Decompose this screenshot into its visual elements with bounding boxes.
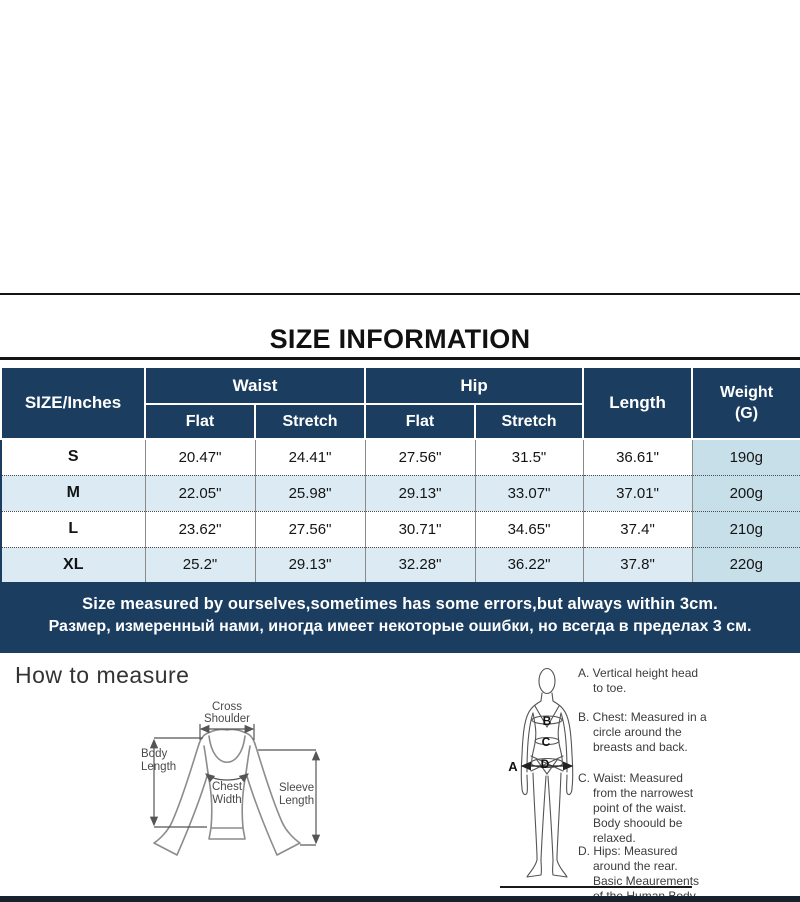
- how-to-measure-heading: How to measure: [15, 662, 190, 688]
- cell-hip-stretch: 36.22": [474, 546, 584, 583]
- label-sleeve-length-line1: Sleeve: [279, 782, 314, 794]
- header-waist: Waist: [144, 366, 366, 405]
- measure-note-c: C. Waist: Measured from the narrowest po…: [578, 771, 694, 845]
- cell-waist-flat: 22.05": [144, 474, 255, 511]
- figure-letter-a: A: [508, 759, 518, 774]
- header-waist-flat: Flat: [144, 403, 256, 440]
- header-waist-stretch: Stretch: [254, 403, 366, 440]
- header-hip: Hip: [363, 366, 585, 405]
- shirt-outline: [153, 728, 301, 856]
- measure-note-b: B. Chest: Measured in a circle around th…: [578, 710, 707, 754]
- label-body-length-line1: Body: [141, 748, 167, 760]
- cell-waist-stretch: 25.98": [254, 474, 365, 511]
- label-chest-width-line1: Chest: [212, 781, 243, 793]
- bottom-bar: [0, 896, 800, 902]
- label-cross-shoulder-line1: Cross: [212, 701, 242, 713]
- cell-hip-stretch: 31.5": [474, 438, 584, 475]
- cell-hip-flat: 30.71": [364, 510, 475, 547]
- size-table: SIZE/Inches Waist Hip Length Weight (G) …: [0, 366, 800, 584]
- notice-english: Size measured by ourselves,sometimes has…: [82, 595, 718, 613]
- header-weight-line2: (G): [734, 405, 759, 422]
- cell-waist-flat: 20.47": [144, 438, 255, 475]
- label-chest-width-line2: Width: [212, 794, 241, 806]
- cell-weight: 220g: [691, 546, 800, 583]
- cell-length: 36.61": [582, 438, 693, 475]
- cell-weight: 190g: [691, 438, 800, 475]
- cell-size: M: [1, 474, 145, 511]
- header-size-inches: SIZE/Inches: [0, 366, 146, 440]
- cell-hip-stretch: 33.07": [474, 474, 584, 511]
- table-row-m: M 22.05" 25.98" 29.13" 33.07" 37.01" 200…: [1, 474, 800, 511]
- divider-line-top: [0, 293, 800, 295]
- header-weight-line1: Weight: [720, 384, 774, 401]
- cell-size: XL: [1, 546, 145, 583]
- measure-note-d: D. Hips: Measured around the rear. Basic…: [578, 844, 700, 902]
- figure-letter-c: C: [542, 735, 551, 749]
- measure-note-a: A. Vertical height head to toe.: [578, 666, 699, 695]
- cell-waist-flat: 25.2": [144, 546, 255, 583]
- cell-weight: 210g: [691, 510, 800, 547]
- table-row-s: S 20.47" 24.41" 27.56" 31.5" 36.61" 190g: [1, 438, 800, 475]
- cell-size: L: [1, 510, 145, 547]
- label-cross-shoulder-line2: Shoulder: [204, 713, 250, 725]
- header-length: Length: [582, 366, 694, 440]
- table-row-l: L 23.62" 27.56" 30.71" 34.65" 37.4" 210g: [1, 510, 800, 547]
- table-row-xl: XL 25.2" 29.13" 32.28" 36.22" 37.8" 220g: [1, 546, 800, 583]
- header-weight: Weight (G): [691, 366, 800, 440]
- figure-underline: [500, 886, 692, 888]
- cell-length: 37.4": [582, 510, 693, 547]
- cell-waist-stretch: 24.41": [254, 438, 365, 475]
- body-outline: [520, 667, 574, 878]
- notice-russian: Размер, измеренный нами, иногда имеет не…: [48, 618, 752, 635]
- cell-length: 37.01": [582, 474, 693, 511]
- cell-hip-flat: 32.28": [364, 546, 475, 583]
- cell-waist-stretch: 29.13": [254, 546, 365, 583]
- header-hip-stretch: Stretch: [473, 403, 585, 440]
- divider-line-under-title: [0, 357, 800, 360]
- measurement-notice-banner: Size measured by ourselves,sometimes has…: [0, 584, 800, 653]
- cell-hip-stretch: 34.65": [474, 510, 584, 547]
- label-sleeve-length-line2: Length: [279, 795, 314, 807]
- label-body-length-line2: Length: [141, 761, 176, 773]
- cell-hip-flat: 27.56": [364, 438, 475, 475]
- cell-waist-flat: 23.62": [144, 510, 255, 547]
- cell-waist-stretch: 27.56": [254, 510, 365, 547]
- header-hip-flat: Flat: [364, 403, 476, 440]
- cell-hip-flat: 29.13": [364, 474, 475, 511]
- figure-letter-b: B: [543, 714, 552, 728]
- body-figure-diagram: A B C D: [508, 667, 574, 878]
- page-title: SIZE INFORMATION: [269, 324, 531, 354]
- shirt-diagram: Cross Shoulder Body Length Chest Width S…: [141, 701, 321, 856]
- cell-weight: 200g: [691, 474, 800, 511]
- measure-arrows: [149, 724, 321, 846]
- cell-size: S: [1, 438, 145, 475]
- figure-letter-d: D: [541, 757, 550, 771]
- cell-length: 37.8": [582, 546, 693, 583]
